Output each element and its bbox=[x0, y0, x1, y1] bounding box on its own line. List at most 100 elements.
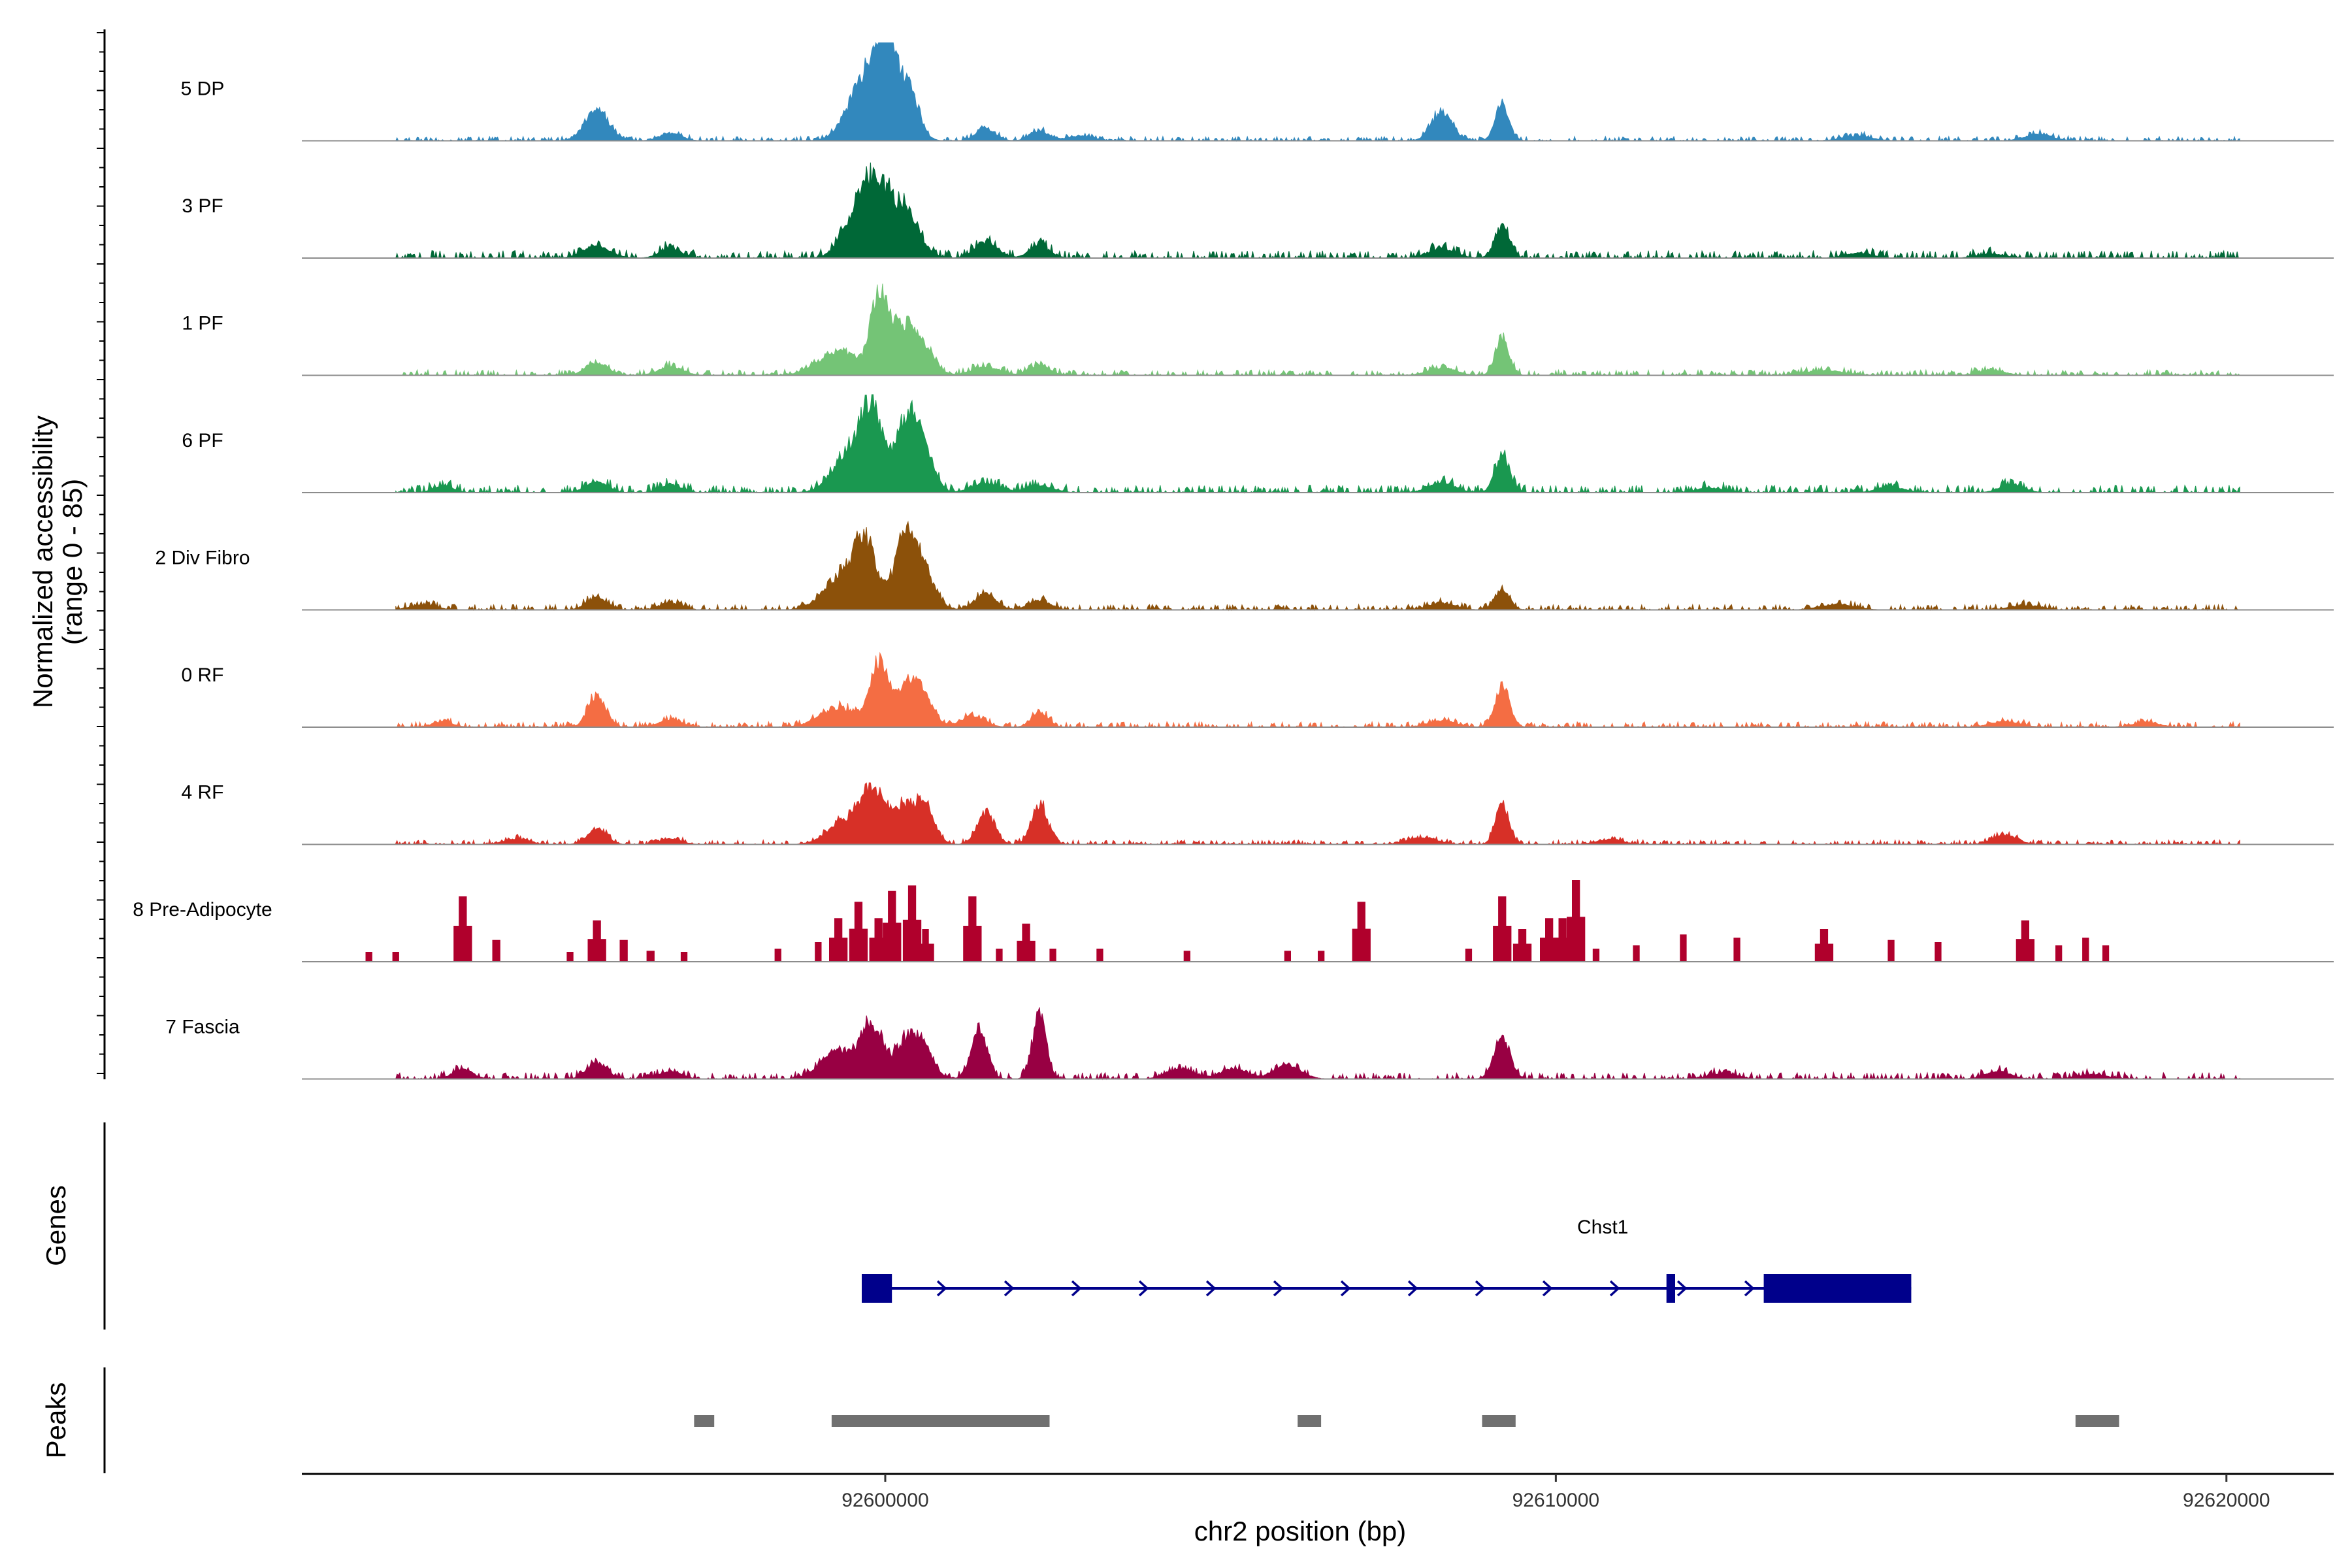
coverage-peak bbox=[1733, 938, 1740, 962]
track-4-rf: 4 RF bbox=[181, 782, 2334, 846]
track-label: 2 Div Fibro bbox=[155, 547, 250, 569]
coverage-area bbox=[395, 520, 2240, 612]
coverage-peak bbox=[1049, 949, 1056, 962]
strand-arrow bbox=[1004, 1280, 1015, 1297]
coverage-peak bbox=[1096, 949, 1103, 962]
coverage-area bbox=[395, 42, 2240, 142]
coverage-peak bbox=[829, 938, 848, 962]
track-label: 0 RF bbox=[181, 664, 223, 686]
peak-region bbox=[1482, 1415, 1516, 1427]
strand-arrow bbox=[1071, 1280, 1082, 1297]
coverage-peak bbox=[453, 926, 472, 962]
gene-exon bbox=[1763, 1274, 1912, 1303]
coverage-area bbox=[395, 284, 2241, 377]
track-5-dp: 5 DP bbox=[181, 42, 2334, 142]
y-axis-subtitle: (range 0 - 85) bbox=[57, 479, 88, 645]
coverage-peak bbox=[646, 951, 655, 962]
track-2-div-fibro: 2 Div Fibro bbox=[155, 520, 2334, 612]
coverage-area bbox=[395, 782, 2240, 846]
coverage-peak bbox=[619, 939, 628, 962]
x-tick-label: 92620000 bbox=[2183, 1490, 2270, 1511]
coverage-peak bbox=[1633, 945, 1640, 962]
track-label: 1 PF bbox=[182, 313, 223, 335]
x-tick-label: 92610000 bbox=[1512, 1490, 1599, 1511]
gene-label: Chst1 bbox=[1577, 1217, 1628, 1238]
coverage-tracks: 5 DP 3 PF 1 PF 6 PF 2 Div Fibro 0 RF 4 RF 8 Pre… bbox=[133, 42, 2334, 1081]
track-0-rf: 0 RF bbox=[181, 651, 2334, 728]
coverage-peak bbox=[883, 923, 902, 962]
coverage-peak bbox=[1017, 940, 1036, 962]
coverage-peak bbox=[587, 939, 606, 962]
peaks-panel bbox=[103, 1367, 2119, 1473]
strand-arrow bbox=[1138, 1280, 1149, 1297]
strand-arrow bbox=[936, 1280, 947, 1297]
track-1-pf: 1 PF bbox=[182, 284, 2334, 377]
track-label: 4 RF bbox=[181, 782, 223, 804]
coverage-peak bbox=[680, 952, 688, 962]
coverage-peak bbox=[1284, 951, 1291, 962]
coverage-peak bbox=[1493, 926, 1512, 962]
coverage-peak bbox=[1512, 943, 1532, 962]
y-axis-title: Normalized accessibility bbox=[27, 416, 58, 708]
coverage-peak bbox=[1318, 951, 1325, 962]
gene-exon bbox=[1666, 1274, 1675, 1303]
track-label: 6 PF bbox=[182, 430, 223, 451]
track-label: 7 Fascia bbox=[165, 1017, 240, 1038]
coverage-area bbox=[395, 162, 2240, 259]
coverage-peak bbox=[849, 928, 868, 962]
coverage-peak bbox=[2016, 939, 2034, 962]
coverage-peak bbox=[963, 926, 982, 962]
coverage-area bbox=[395, 394, 2240, 494]
gene-exon bbox=[862, 1274, 892, 1303]
track-7-fascia: 7 Fascia bbox=[165, 1007, 2334, 1081]
peak-region bbox=[831, 1415, 1050, 1427]
track-3-pf: 3 PF bbox=[182, 162, 2334, 259]
track-label: 8 Pre-Adipocyte bbox=[133, 899, 272, 921]
coverage-peak bbox=[2082, 938, 2089, 962]
gene-chst1: Chst1 bbox=[862, 1217, 1912, 1303]
strand-arrow bbox=[1340, 1280, 1351, 1297]
coverage-peak bbox=[815, 942, 822, 962]
coverage-peak bbox=[566, 952, 574, 962]
coverage-peak bbox=[1183, 951, 1190, 962]
strand-arrow bbox=[1744, 1280, 1755, 1297]
x-tick-label: 92600000 bbox=[841, 1490, 928, 1511]
coverage-peak bbox=[1567, 917, 1586, 962]
strand-arrow bbox=[1542, 1280, 1553, 1297]
strand-arrow bbox=[1205, 1280, 1217, 1297]
accessibility-y-axis bbox=[97, 29, 106, 1079]
coverage-peak bbox=[365, 952, 372, 962]
coverage-peak bbox=[392, 952, 399, 962]
coverage-area bbox=[395, 651, 2240, 728]
coverage-peak bbox=[1680, 934, 1687, 962]
genes-panel-title: Genes bbox=[41, 1185, 71, 1266]
strand-arrow bbox=[1609, 1280, 1620, 1297]
x-axis: 92600000 92610000 92620000 bbox=[302, 1473, 2334, 1511]
coverage-peak bbox=[492, 939, 500, 962]
strand-arrow bbox=[1475, 1280, 1486, 1297]
coverage-peak bbox=[996, 949, 1003, 962]
coverage-peak bbox=[1465, 949, 1473, 962]
peak-region bbox=[2075, 1415, 2119, 1427]
coverage-area bbox=[395, 1007, 2240, 1081]
coverage-peak bbox=[774, 949, 781, 962]
peaks-panel-title: Peaks bbox=[41, 1382, 71, 1459]
track-6-pf: 6 PF bbox=[182, 394, 2334, 494]
track-label: 3 PF bbox=[182, 195, 223, 217]
genes-panel: Chst1 bbox=[103, 1122, 1912, 1330]
strand-arrow bbox=[1407, 1280, 1418, 1297]
strand-arrow bbox=[1273, 1280, 1284, 1297]
coverage-peak bbox=[1814, 943, 1834, 962]
coverage-peak bbox=[917, 943, 934, 962]
peak-region bbox=[1298, 1415, 1322, 1427]
track-8-pre-adipocyte: 8 Pre-Adipocyte bbox=[133, 880, 2334, 962]
track-label: 5 DP bbox=[181, 78, 225, 100]
coverage-peak bbox=[1935, 942, 1942, 962]
coverage-peak bbox=[1592, 949, 1600, 962]
coverage-peak bbox=[2055, 945, 2063, 962]
coverage-peak bbox=[1887, 939, 1895, 962]
coverage-peak bbox=[1352, 928, 1371, 962]
coverage-peak bbox=[2102, 945, 2110, 962]
x-axis-title: chr2 position (bp) bbox=[1194, 1516, 1407, 1546]
